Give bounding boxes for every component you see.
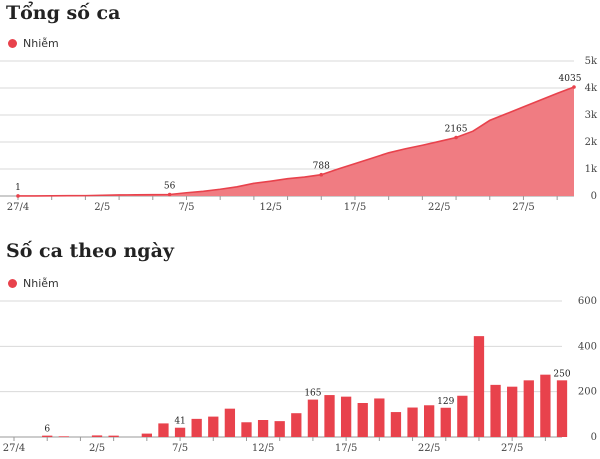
x-tick-label: 17/5 (344, 202, 366, 213)
x-tick-label: 7/5 (172, 443, 188, 454)
bar (174, 427, 186, 437)
x-tick-label: 2/5 (94, 202, 110, 213)
y-tick-label: 0 (591, 432, 597, 443)
total-cases-legend: Nhiễm (8, 37, 59, 50)
bar (224, 408, 236, 437)
data-point (319, 172, 324, 177)
data-point (454, 135, 458, 140)
x-tick-label: 22/5 (428, 202, 450, 213)
x-tick-label: 27/4 (7, 202, 29, 213)
bar (407, 407, 418, 437)
data-label: 2165 (445, 125, 468, 135)
bar (307, 399, 319, 437)
total-cases-chart: 0 1k 2k 3k 4k 5k 27/4 2/5 7/5 12/5 17/5 22/5 27/5 1 56… (0, 56, 598, 213)
x-tick-label: 12/5 (252, 443, 274, 454)
legend-dot-icon (8, 39, 17, 48)
bar (208, 416, 219, 437)
x-tick-label: 7/5 (178, 202, 194, 213)
bar (274, 421, 285, 437)
data-point (16, 194, 20, 198)
x-tick-label: 17/5 (335, 443, 357, 454)
data-label: 129 (437, 397, 454, 407)
bar (324, 395, 335, 437)
bar (191, 418, 202, 437)
bar (91, 435, 103, 437)
bar (540, 374, 551, 437)
series-line (17, 86, 575, 197)
y-tick-label: 5k (585, 56, 598, 67)
x-tick-label: 22/5 (418, 443, 440, 454)
x-tick-label: 12/5 (259, 202, 281, 213)
bar (390, 412, 402, 437)
bar (257, 420, 269, 437)
data-label: 56 (164, 181, 176, 191)
bar (241, 422, 252, 437)
x-tick-label: 2/5 (89, 443, 105, 454)
x-tick-label: 27/4 (3, 443, 25, 454)
bar (556, 380, 568, 437)
y-tick-label: 200 (578, 387, 597, 398)
bar (42, 435, 53, 437)
bar (158, 423, 169, 437)
daily-cases-legend: Nhiễm (8, 277, 59, 290)
bar (291, 413, 302, 437)
y-tick-label: 2k (585, 137, 598, 148)
bar (424, 405, 435, 437)
data-label: 788 (313, 162, 330, 172)
daily-cases-title: Số ca theo ngày (6, 240, 174, 262)
bar (440, 407, 451, 437)
bar (374, 398, 385, 437)
data-label: 6 (44, 425, 50, 435)
bar (58, 436, 69, 437)
total-cases-title: Tổng số ca (6, 2, 121, 24)
x-tick-label: 27/5 (501, 443, 523, 454)
x-tick-label: 27/5 (512, 202, 534, 213)
bar (108, 435, 119, 437)
data-point (572, 85, 576, 89)
series-area (18, 87, 574, 196)
data-label: 4035 (559, 74, 582, 84)
bar (507, 386, 518, 437)
y-tick-label: 3k (585, 110, 598, 121)
y-tick-label: 400 (578, 341, 597, 352)
legend-label: Nhiễm (23, 37, 59, 50)
bar (457, 395, 468, 437)
y-tick-label: 1k (585, 164, 598, 175)
y-tick-label: 600 (578, 296, 597, 307)
bar (490, 384, 501, 437)
data-label: 41 (174, 417, 185, 427)
legend-dot-icon (8, 279, 17, 288)
y-tick-label: 4k (585, 83, 598, 94)
data-label: 1 (15, 183, 21, 193)
bar (340, 396, 352, 437)
daily-cases-chart: 0 200 400 600 27/4 2/5 7/5 12/5 17/5 22/5 27/5 6 41 1… (0, 296, 597, 454)
data-point (167, 192, 172, 197)
bar (473, 336, 485, 437)
bar (523, 380, 534, 437)
legend-label: Nhiễm (23, 277, 59, 290)
bar (357, 403, 368, 437)
data-label: 250 (553, 369, 570, 379)
data-label: 165 (304, 389, 321, 399)
bar (141, 433, 152, 437)
y-tick-label: 0 (591, 191, 597, 202)
